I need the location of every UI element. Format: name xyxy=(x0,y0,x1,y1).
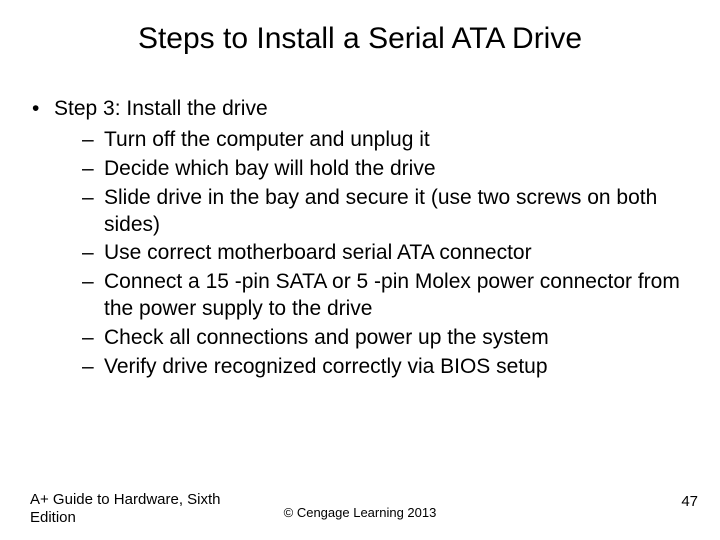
step-heading: Step 3: Install the drive xyxy=(54,97,268,120)
footer-page-number: 47 xyxy=(681,493,698,510)
sub-step-item: Decide which bay will hold the drive xyxy=(82,156,690,183)
sub-step-text: Slide drive in the bay and secure it (us… xyxy=(104,186,657,236)
slide: Steps to Install a Serial ATA Drive Step… xyxy=(0,0,720,540)
slide-title: Steps to Install a Serial ATA Drive xyxy=(0,0,720,66)
sub-step-text: Use correct motherboard serial ATA conne… xyxy=(104,241,532,264)
sub-step-item: Use correct motherboard serial ATA conne… xyxy=(82,240,690,267)
sub-step-item: Verify drive recognized correctly via BI… xyxy=(82,354,690,381)
slide-content: Step 3: Install the drive Turn off the c… xyxy=(0,66,720,381)
sub-step-text: Decide which bay will hold the drive xyxy=(104,157,436,180)
sub-step-text: Check all connections and power up the s… xyxy=(104,326,549,349)
sub-step-item: Connect a 15 -pin SATA or 5 -pin Molex p… xyxy=(82,269,690,323)
sub-step-text: Turn off the computer and unplug it xyxy=(104,128,430,151)
sub-step-item: Slide drive in the bay and secure it (us… xyxy=(82,185,690,239)
sub-step-text: Verify drive recognized correctly via BI… xyxy=(104,355,548,378)
sub-step-item: Check all connections and power up the s… xyxy=(82,325,690,352)
sub-step-text: Connect a 15 -pin SATA or 5 -pin Molex p… xyxy=(104,270,680,320)
step-heading-item: Step 3: Install the drive Turn off the c… xyxy=(30,96,690,381)
sub-step-item: Turn off the computer and unplug it xyxy=(82,127,690,154)
bullet-list-level1: Step 3: Install the drive Turn off the c… xyxy=(30,96,690,381)
footer-copyright: © Cengage Learning 2013 xyxy=(0,505,720,520)
bullet-list-level2: Turn off the computer and unplug it Deci… xyxy=(54,127,690,381)
